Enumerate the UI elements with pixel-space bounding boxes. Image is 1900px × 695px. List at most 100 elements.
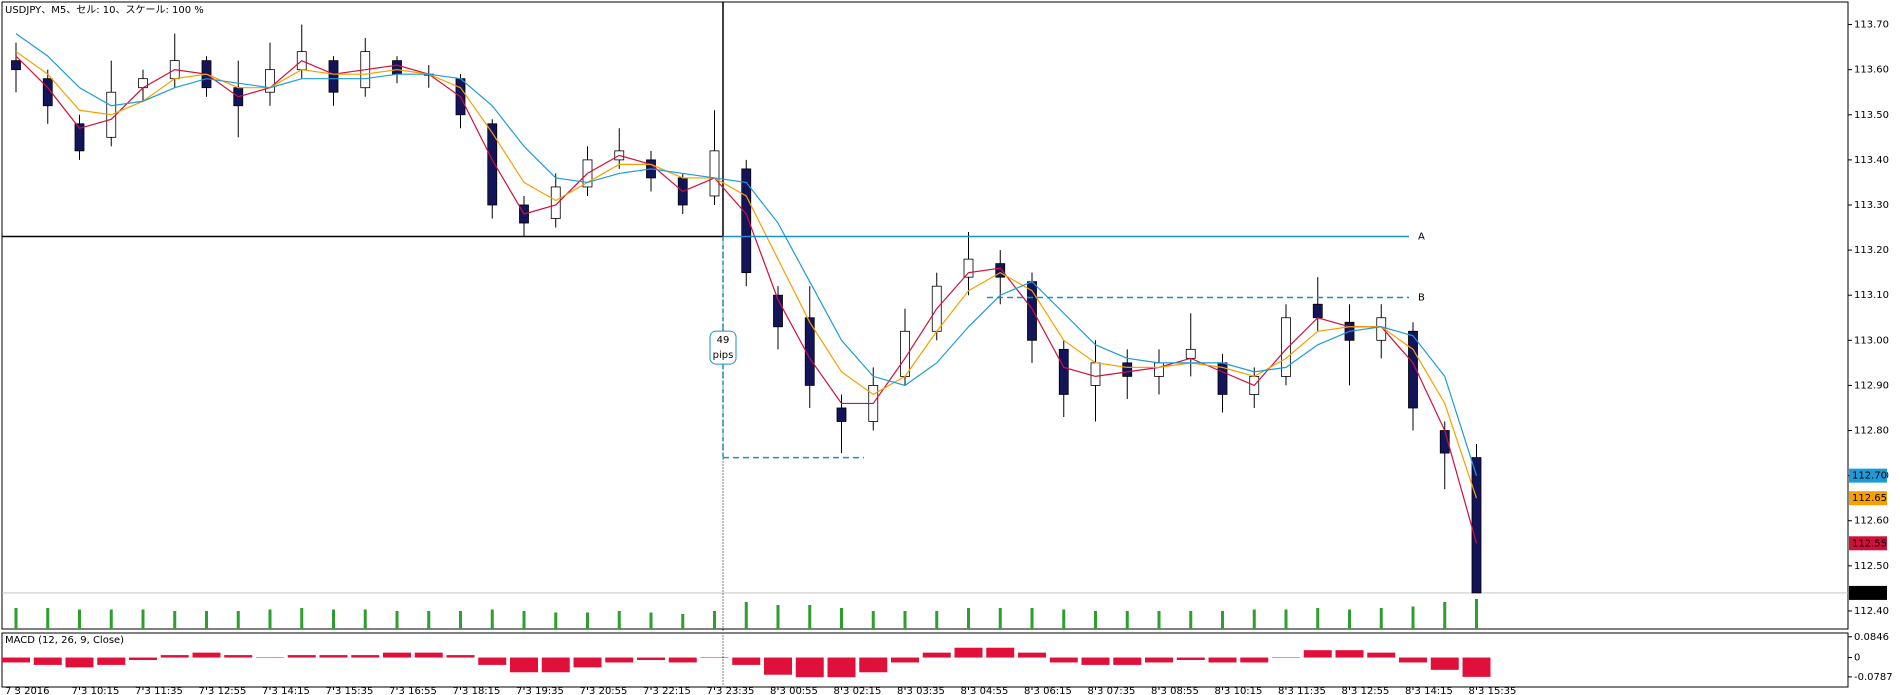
macd-bar [510,657,538,673]
price-tag [1849,468,1887,483]
volume-bar [1411,606,1415,629]
volume-bar [713,611,716,629]
candle-body [1376,317,1387,341]
macd-bar [700,657,729,659]
y-tick-label: 113.50 [1854,110,1889,121]
volume-bar [998,608,1002,629]
macd-bar [732,657,761,665]
volume-bar [681,614,685,629]
price-tag [1849,585,1887,600]
volume-bar [1443,602,1447,629]
macd-bar [1113,657,1142,665]
x-tick-label: 7 3 15:35 [326,686,374,695]
volume-bar [141,609,145,629]
volume-bar [332,609,335,629]
volume-bar [554,612,558,629]
price-tag [1849,536,1887,551]
macd-bar [795,657,824,678]
x-tick-label: 8 3 14:15 [1405,686,1453,695]
candle-body [1281,317,1291,377]
macd-bar [1430,657,1459,670]
macd-bar [1018,652,1046,658]
volume-bar [173,611,177,629]
x-tick-label: 7 3 16:55 [389,686,437,695]
x-tick-label: 8 3 12:55 [1342,686,1390,695]
macd-bar [160,655,189,658]
candle-body [1122,362,1133,377]
candle-body [392,60,402,75]
volume-bar [1030,608,1034,629]
x-tick-label: 8 3 11:35 [1278,686,1326,695]
volume-bar [744,602,748,629]
macd-bar [319,655,348,658]
candle-body [804,317,815,386]
x-tick-label: 7 3 20:55 [580,686,628,695]
y-tick-label: 113.00 [1854,335,1889,346]
candle-body [1185,348,1196,359]
candle-body [328,60,339,93]
macd-bar [764,657,792,675]
volume-bar [1475,599,1478,629]
volume-bar [1157,611,1161,629]
price-tag-label: 112.65 [1852,493,1887,504]
volume-bar [268,609,272,629]
x-tick-label: 7 3 12:55 [199,686,247,695]
macd-bar [954,647,983,658]
macd-bar [891,657,919,663]
candle-body [1058,348,1069,395]
candle-body [1408,330,1418,409]
volume-bar [1252,609,1256,629]
macd-bar [1176,657,1205,660]
volume-bar [490,609,494,629]
volume-bar [871,611,875,629]
volume-bar [649,612,653,629]
macd-bar [224,655,253,658]
x-tick-label: 7 3 10:15 [72,686,120,695]
volume-bar [78,609,81,629]
volume-bar [935,611,939,629]
volume-bar [1316,608,1320,629]
macd-bar [351,655,380,658]
level-label: A [1418,232,1425,243]
x-tick-label: 7 3 2016 [5,686,50,695]
volume-bar [427,611,431,629]
candle-body [963,258,974,278]
volume-bar [617,611,621,629]
candle-body [836,407,847,422]
y-tick-label: 112.60 [1854,516,1889,527]
moving-average [15,51,1478,499]
candle-body [995,263,1006,278]
candle-body [1154,362,1164,377]
x-tick-label: 8 3 08:55 [1151,686,1199,695]
macd-label: MACD (12, 26, 9, Close) [5,635,124,646]
y-tick-label: 113.40 [1854,155,1889,166]
volume-bar [1348,609,1351,629]
main-panel-frame [1,1,1849,630]
x-tick-label: 7 3 11:35 [135,686,183,695]
volume-bar [808,605,812,629]
macd-bar [827,657,856,678]
macd-bar [541,657,570,673]
x-tick-label: 7 3 14:15 [262,686,310,695]
y-tick-label: 113.70 [1854,20,1889,31]
macd-bar [129,657,157,660]
y-tick-label: 113.60 [1854,65,1889,76]
level-label: B [1418,292,1425,303]
x-tick-label: 8 3 03:35 [897,686,945,695]
macd-bar [414,652,443,658]
price-tag [1849,491,1887,506]
macd-bar [1049,657,1078,663]
x-tick-label: 8 3 15:35 [1469,686,1517,695]
macd-tick-label: 0 [1854,653,1860,664]
price-tag-label: 112.55 [1852,538,1887,549]
macd-bar [1303,650,1332,658]
candle-body [11,60,21,71]
y-tick-label: 112.50 [1854,561,1889,572]
volume-bar [840,608,843,629]
macd-bar [33,657,62,665]
candle-body [1312,303,1323,319]
x-tick-label: 7 3 23:35 [707,686,755,695]
volume-bar [300,608,304,629]
x-tick-label: 7 3 19:35 [516,686,564,695]
macd-bar [1462,657,1491,677]
